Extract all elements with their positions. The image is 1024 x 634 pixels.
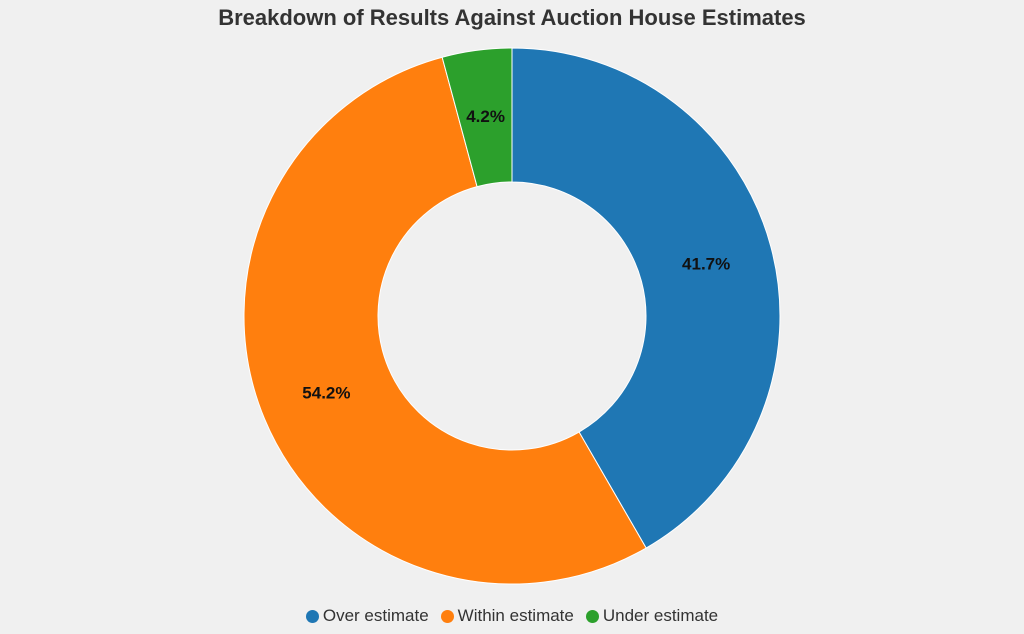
legend-item-over-estimate[interactable]: Over estimate <box>305 606 429 626</box>
legend-label-over-estimate: Over estimate <box>322 606 429 625</box>
data-label-under-estimate: 4.2% <box>466 107 505 126</box>
legend-label-within-estimate: Within estimate <box>457 606 574 625</box>
legend-swatch-within-estimate <box>440 609 454 623</box>
legend-swatch-under-estimate <box>585 609 599 623</box>
data-label-over-estimate: 41.7% <box>682 254 730 273</box>
legend-swatch-over-estimate <box>305 609 319 623</box>
legend-item-under-estimate[interactable]: Under estimate <box>585 606 719 626</box>
donut-slice-over-estimate[interactable] <box>511 47 781 549</box>
legend: Over estimate Within estimate Under esti… <box>0 606 1024 626</box>
donut-slice-within-estimate[interactable] <box>243 56 647 585</box>
donut-slice-under-estimate[interactable] <box>441 47 513 188</box>
legend-label-under-estimate: Under estimate <box>602 606 719 625</box>
chart-title: Breakdown of Results Against Auction Hou… <box>218 5 806 30</box>
legend-item-within-estimate[interactable]: Within estimate <box>440 606 574 626</box>
data-label-within-estimate: 54.2% <box>302 384 350 403</box>
